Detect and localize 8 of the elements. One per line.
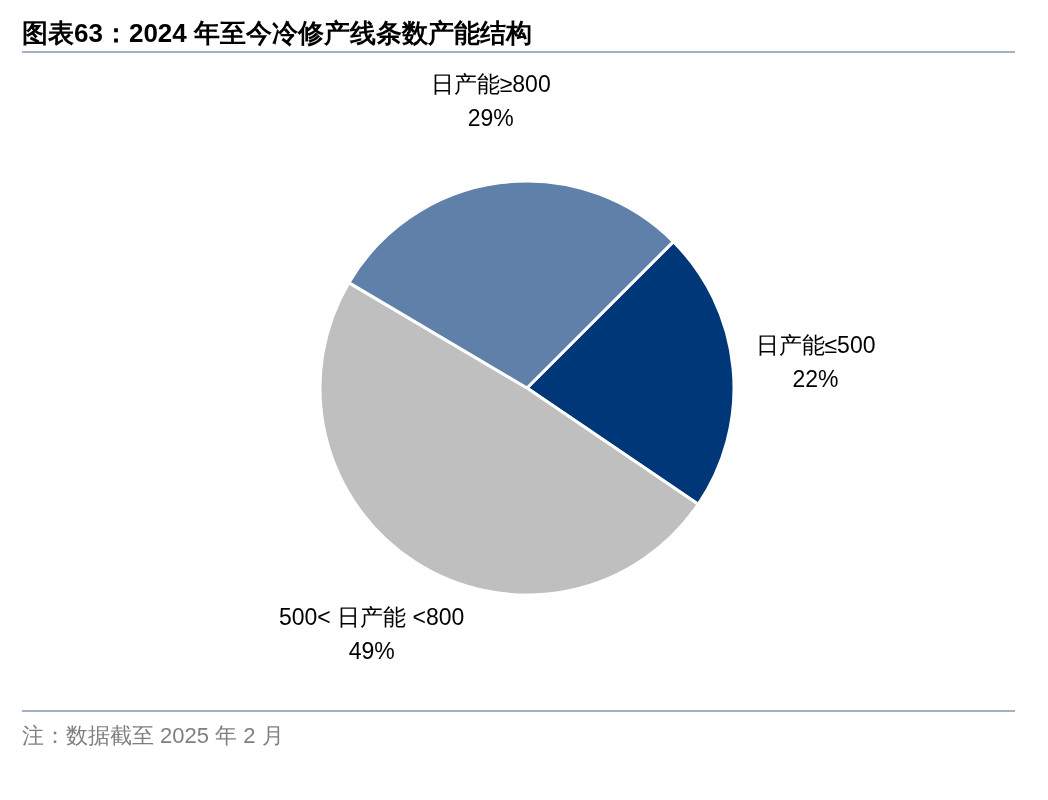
chart-title: 图表63：2024 年至今冷修产线条数产能结构 [22, 18, 532, 48]
data-label: 49% [348, 637, 395, 664]
text: 注：数据截至 2025 年 2 月 [22, 723, 284, 748]
data-label: 22% [792, 365, 839, 392]
data-label: 29% [467, 105, 514, 132]
slice-label: 500< 日产能 <800 [279, 603, 465, 630]
slice-label: 日产能≥800 [430, 71, 551, 98]
slice-label: 日产能≤500 [755, 331, 876, 358]
